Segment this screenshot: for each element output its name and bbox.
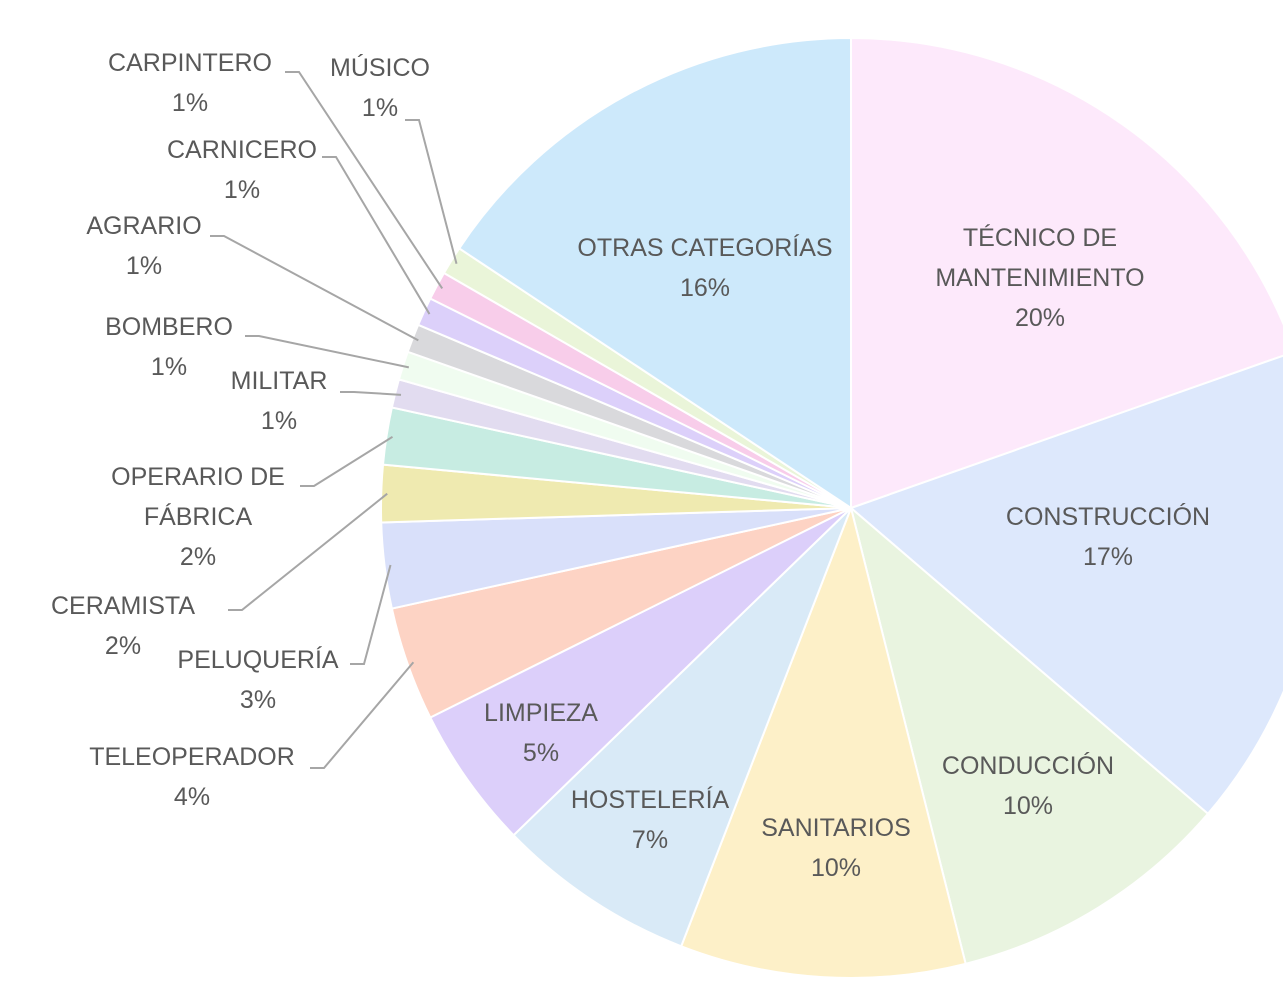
category-label: SANITARIOS bbox=[761, 814, 911, 842]
value-label: 1% bbox=[223, 176, 261, 204]
value-label: 3% bbox=[239, 686, 277, 714]
value-label: 1% bbox=[361, 94, 399, 122]
slice-label: CARNICERO 1% bbox=[167, 130, 317, 210]
value-label: 10% bbox=[810, 854, 862, 882]
leader-line bbox=[340, 391, 402, 396]
category-label: CARPINTERO bbox=[108, 49, 272, 77]
category-label: BOMBERO bbox=[105, 313, 233, 341]
value-label: 1% bbox=[125, 252, 163, 280]
slice-label: MILITAR 1% bbox=[231, 361, 328, 441]
value-label: 1% bbox=[150, 353, 188, 381]
slice-label: CERAMISTA 2% bbox=[51, 586, 195, 666]
category-label: PELUQUERÍA bbox=[177, 646, 339, 674]
pie-slice bbox=[457, 36, 852, 510]
value-label: 17% bbox=[1082, 543, 1134, 571]
slice-label: AGRARIO 1% bbox=[86, 206, 201, 286]
leader-line bbox=[350, 564, 392, 665]
slice-label: TÉCNICO DE MANTENIMIENTO 20% bbox=[910, 218, 1170, 338]
leader-line bbox=[310, 661, 415, 769]
slice-label: LIMPIEZA 5% bbox=[484, 693, 598, 773]
pie-slice bbox=[849, 505, 1210, 966]
pie-slice bbox=[849, 354, 1283, 816]
value-label: 1% bbox=[171, 89, 209, 117]
category-label: LIMPIEZA bbox=[484, 699, 598, 727]
category-label: OTRAS CATEGORÍAS bbox=[577, 234, 833, 262]
category-label: AGRARIO bbox=[86, 212, 202, 240]
category-label: MILITAR bbox=[230, 367, 328, 395]
slice-label: OPERARIO DE FÁBRICA 2% bbox=[98, 457, 298, 577]
pie-slice bbox=[512, 507, 852, 948]
leader-line bbox=[245, 335, 410, 369]
slice-label: HOSTELERÍA 7% bbox=[571, 780, 729, 860]
value-label: 2% bbox=[179, 543, 217, 571]
pie-slice bbox=[428, 507, 852, 837]
value-label: 5% bbox=[522, 739, 560, 767]
category-label: TELEOPERADOR bbox=[89, 743, 295, 771]
category-label: CONDUCCIÓN bbox=[941, 752, 1115, 780]
category-label: TÉCNICO DE MANTENIMIENTO bbox=[935, 224, 1145, 292]
category-label: OPERARIO DE FÁBRICA bbox=[111, 463, 285, 531]
slice-label: PELUQUERÍA 3% bbox=[177, 640, 338, 720]
slice-label: CARPINTERO 1% bbox=[108, 43, 272, 123]
leader-line bbox=[228, 492, 388, 611]
value-label: 7% bbox=[631, 826, 669, 854]
value-label: 4% bbox=[173, 783, 211, 811]
leader-line bbox=[210, 235, 419, 342]
slice-label: CONDUCCIÓN 10% bbox=[942, 746, 1114, 826]
category-label: HOSTELERÍA bbox=[570, 786, 730, 814]
value-label: 1% bbox=[260, 407, 298, 435]
pie-slice bbox=[850, 36, 1283, 510]
value-label: 16% bbox=[679, 274, 731, 302]
slice-label: BOMBERO 1% bbox=[105, 307, 233, 387]
category-label: CARNICERO bbox=[166, 136, 318, 164]
leader-line bbox=[285, 71, 444, 290]
category-label: MÚSICO bbox=[330, 54, 430, 82]
slice-label: TELEOPERADOR 4% bbox=[89, 737, 295, 817]
value-label: 20% bbox=[1014, 304, 1066, 332]
leader-line bbox=[300, 435, 394, 487]
slice-label: CONSTRUCCIÓN 17% bbox=[1006, 497, 1210, 577]
slice-label: OTRAS CATEGORÍAS 16% bbox=[577, 228, 832, 308]
category-label: CONSTRUCCIÓN bbox=[1005, 503, 1211, 531]
value-label: 10% bbox=[1002, 792, 1054, 820]
leader-line bbox=[322, 156, 431, 315]
slice-label: SANITARIOS 10% bbox=[761, 808, 911, 888]
category-label: CERAMISTA bbox=[51, 592, 195, 620]
slice-label: MÚSICO 1% bbox=[330, 48, 430, 128]
leader-line bbox=[405, 119, 458, 264]
pie-slice bbox=[679, 504, 967, 979]
value-label: 2% bbox=[104, 632, 142, 660]
